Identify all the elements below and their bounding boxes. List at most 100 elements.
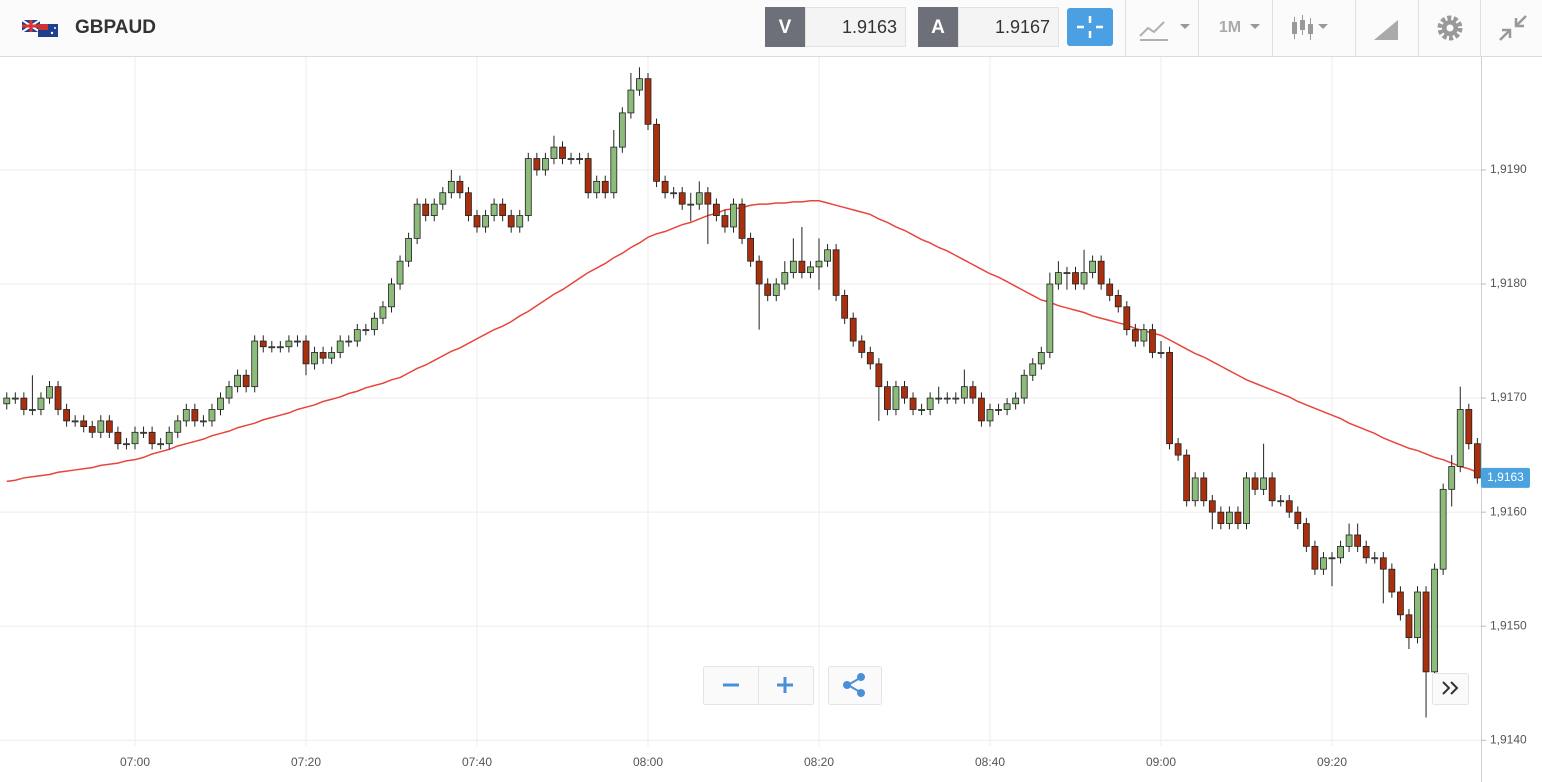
candle-body xyxy=(302,340,310,365)
candle-body xyxy=(1072,272,1079,285)
candle-body xyxy=(157,443,165,446)
indicator-button[interactable] xyxy=(1139,21,1190,41)
candle-body xyxy=(1131,329,1139,342)
candle-body xyxy=(1174,443,1182,456)
scroll-end-button[interactable] xyxy=(1432,673,1469,705)
candle-body xyxy=(1285,500,1293,513)
candle-body xyxy=(199,420,207,423)
x-tick-label: 08:20 xyxy=(804,755,834,769)
candle-body xyxy=(593,180,601,194)
candle-body xyxy=(1473,443,1481,479)
candle-body xyxy=(644,78,652,125)
candle-body xyxy=(11,397,19,400)
crosshair-button[interactable] xyxy=(1067,8,1113,46)
candle-body xyxy=(969,386,977,399)
buy-button[interactable] xyxy=(918,7,958,47)
candle-body xyxy=(1055,272,1062,285)
buy-label: A xyxy=(931,17,945,38)
candle-body xyxy=(379,306,387,319)
candle-body xyxy=(234,374,242,388)
candle-body xyxy=(259,340,267,348)
candle-body xyxy=(1157,352,1165,354)
candle-body xyxy=(1089,260,1096,273)
candle-body xyxy=(1217,511,1225,524)
candle-body xyxy=(123,443,130,446)
candle-body xyxy=(542,158,549,171)
candle-body xyxy=(336,340,344,353)
candle-body xyxy=(978,397,985,422)
candle-body xyxy=(1140,329,1148,342)
candle-body xyxy=(499,203,507,216)
candle-body xyxy=(1149,329,1156,353)
candle-body xyxy=(1037,352,1045,365)
collapse-button[interactable] xyxy=(1499,15,1527,41)
timeframe[interactable]: 1M xyxy=(1219,19,1241,36)
candle-body xyxy=(1320,557,1327,570)
candle-body xyxy=(1106,283,1114,296)
candle-body xyxy=(1226,511,1233,524)
candle-body xyxy=(3,397,11,405)
candle-body xyxy=(747,237,754,262)
candle-body xyxy=(918,409,925,411)
candle-body xyxy=(268,346,276,349)
candle-body xyxy=(755,260,763,285)
candle-body xyxy=(1397,591,1404,616)
candle-body xyxy=(1029,363,1037,376)
y-tick-label: 1,9160 xyxy=(1490,504,1527,518)
y-tick-label: 1,9190 xyxy=(1490,162,1527,176)
zoom-in-button[interactable] xyxy=(777,677,793,693)
candle-body xyxy=(1268,477,1276,502)
candle-body xyxy=(88,426,96,433)
candle-body xyxy=(1080,272,1088,285)
candle-body xyxy=(456,180,464,194)
candle-body xyxy=(926,397,934,410)
candle-body xyxy=(311,352,318,365)
buy-price-box[interactable] xyxy=(958,7,1059,47)
candle-body xyxy=(191,409,199,422)
drawing-button[interactable] xyxy=(1374,20,1398,40)
candle-body xyxy=(576,158,583,160)
candle-body xyxy=(601,180,609,194)
sell-price-box[interactable] xyxy=(805,7,906,47)
candle-body xyxy=(46,386,53,399)
timeframe-arrow xyxy=(1250,24,1260,29)
candle-body xyxy=(473,215,481,228)
sell-price: 1.9163 xyxy=(842,17,897,37)
candle-body xyxy=(28,409,36,411)
y-tick-label: 1,9170 xyxy=(1490,390,1527,404)
candle-body xyxy=(1063,272,1071,274)
candle-body xyxy=(1379,557,1387,570)
candle-body xyxy=(1166,352,1173,445)
sell-button[interactable] xyxy=(765,7,805,47)
candle-body xyxy=(345,340,353,343)
share-button[interactable] xyxy=(828,666,882,705)
candle-body xyxy=(447,180,455,194)
candle-body xyxy=(567,158,575,160)
candle-body xyxy=(1414,591,1421,639)
candle-body xyxy=(225,386,233,399)
candle-body xyxy=(105,420,113,433)
candle-body xyxy=(1234,511,1242,524)
candle-body xyxy=(841,295,849,319)
candle-body xyxy=(995,409,1002,411)
candle-body xyxy=(695,192,703,205)
candle-body xyxy=(1208,500,1216,513)
candle-body xyxy=(319,352,327,359)
candle-body xyxy=(396,260,404,285)
candle-body xyxy=(943,397,951,400)
candle-body xyxy=(1097,260,1105,285)
candle-body xyxy=(1200,477,1208,502)
candle-body xyxy=(678,192,686,205)
candle-body xyxy=(960,386,968,399)
candle-body xyxy=(63,409,70,422)
candle-body xyxy=(165,431,173,445)
candle-body xyxy=(559,146,566,159)
candle-body xyxy=(1362,545,1370,559)
candle-body xyxy=(370,317,378,331)
candle-body xyxy=(781,272,789,285)
chart-type-button[interactable] xyxy=(1292,15,1328,40)
candle-body xyxy=(1422,591,1430,673)
settings-button[interactable] xyxy=(1437,15,1463,41)
